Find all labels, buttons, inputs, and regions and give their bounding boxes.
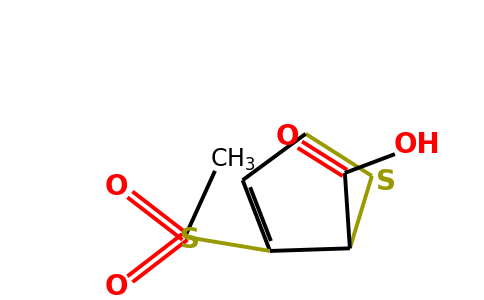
Text: S: S — [376, 168, 396, 196]
Text: O: O — [104, 273, 128, 300]
Text: S: S — [180, 226, 200, 254]
Text: O: O — [104, 173, 128, 201]
Text: CH$_3$: CH$_3$ — [210, 146, 256, 173]
Text: OH: OH — [393, 131, 440, 159]
Text: O: O — [276, 123, 300, 151]
